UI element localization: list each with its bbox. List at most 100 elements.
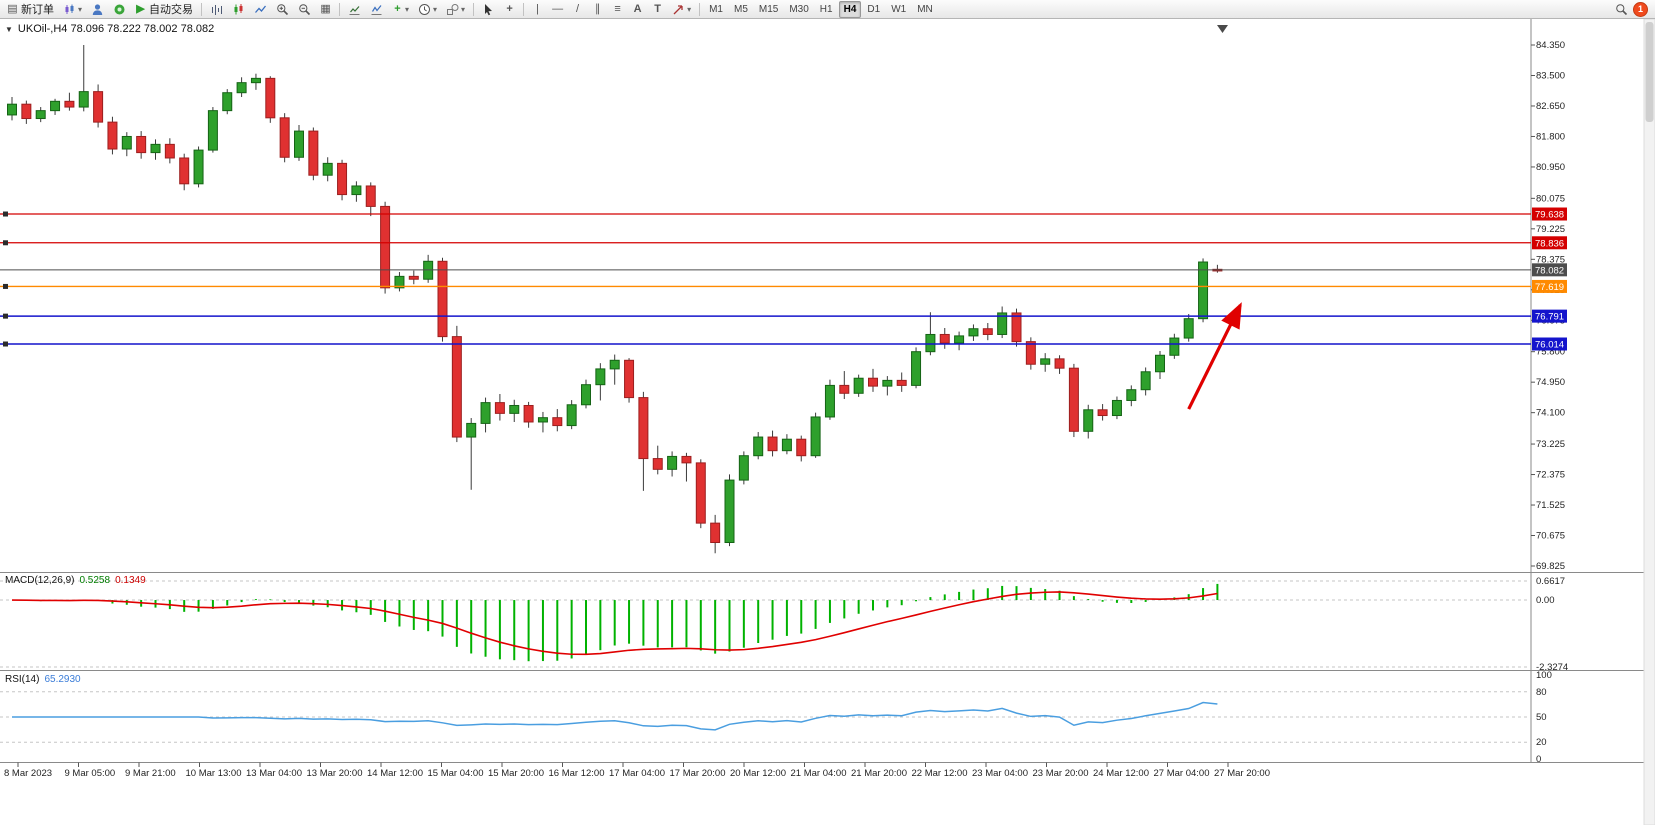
periods-button[interactable]: ▾ [414, 0, 441, 18]
svg-text:17 Mar 20:00: 17 Mar 20:00 [670, 768, 726, 779]
horizontal-line-icon: — [552, 2, 564, 15]
svg-text:23 Mar 04:00: 23 Mar 04:00 [972, 768, 1028, 779]
svg-text:21 Mar 04:00: 21 Mar 04:00 [791, 768, 847, 779]
templates-button[interactable] [366, 0, 387, 18]
candlestick-chart-button[interactable] [228, 0, 249, 18]
svg-text:27 Mar 20:00: 27 Mar 20:00 [1214, 768, 1270, 779]
profile-icon [92, 3, 103, 15]
svg-text:74.950: 74.950 [1536, 377, 1565, 388]
vertical-line-button[interactable]: | [528, 0, 547, 18]
candles [7, 45, 1223, 554]
svg-text:69.825: 69.825 [1536, 561, 1565, 572]
svg-text:78.836: 78.836 [1535, 238, 1564, 249]
toolbar-separator [339, 2, 341, 16]
svg-text:80: 80 [1536, 687, 1547, 698]
objects-dropdown-icon: ▾ [461, 4, 466, 14]
svg-text:27 Mar 04:00: 27 Mar 04:00 [1154, 768, 1210, 779]
svg-text:50: 50 [1536, 712, 1547, 723]
candlestick-icon [234, 3, 243, 14]
cursor-icon [485, 3, 493, 15]
timeframe-mn[interactable]: MN [917, 3, 933, 15]
profiles-button[interactable] [87, 0, 108, 18]
timeframe-h1[interactable]: H1 [819, 3, 833, 15]
scrollbar[interactable] [1643, 19, 1655, 825]
market-watch-icon [114, 4, 125, 14]
new-chart-dropdown-icon: ▾ [78, 4, 83, 14]
text-label-button[interactable]: T [648, 0, 667, 18]
svg-text:80.950: 80.950 [1536, 162, 1565, 173]
zoom-in-icon [277, 3, 289, 15]
autotrading-label: 自动交易 [149, 4, 194, 16]
svg-text:8 Mar 2023: 8 Mar 2023 [4, 768, 52, 779]
tile-windows-button[interactable]: ▦ [316, 0, 335, 18]
arrow-tool-icon [673, 4, 683, 14]
tile-windows-icon: ▦ [320, 2, 331, 15]
svg-text:20: 20 [1536, 737, 1547, 748]
svg-text:15 Mar 20:00: 15 Mar 20:00 [488, 768, 544, 779]
svg-text:0: 0 [1536, 754, 1541, 765]
timeframe-m5[interactable]: M5 [733, 3, 748, 15]
macd-panel: 0.6617 0.00 -2.3274 [0, 576, 1568, 673]
svg-text:77.619: 77.619 [1535, 282, 1564, 293]
indicators-icon [349, 5, 360, 15]
templates-icon [371, 4, 382, 15]
svg-text:13 Mar 20:00: 13 Mar 20:00 [307, 768, 363, 779]
new-order-button[interactable]: ▤ 新订单 [3, 0, 58, 18]
periods-dropdown-icon: ▾ [433, 4, 438, 14]
trendline-button[interactable]: / [568, 0, 587, 18]
new-chart-icon [65, 4, 74, 14]
indicators-button[interactable] [344, 0, 365, 18]
new-chart-button[interactable]: ▾ [59, 0, 86, 18]
svg-text:9 Mar 21:00: 9 Mar 21:00 [125, 768, 176, 779]
add-indicator-plus-icon: + [394, 2, 401, 15]
trend-arrow [1187, 302, 1242, 410]
timeframe-m15[interactable]: M15 [758, 3, 779, 15]
time-axis: 8 Mar 2023 9 Mar 05:00 9 Mar 21:00 10 Mar 1… [4, 762, 1270, 779]
svg-text:24 Mar 12:00: 24 Mar 12:00 [1093, 768, 1149, 779]
text-tool-icon: A [633, 2, 642, 15]
svg-text:-2.3274: -2.3274 [1536, 662, 1568, 673]
toolbar: ▤ 新订单 ▾ ▶ 自动交易 [0, 0, 1655, 19]
svg-text:81.800: 81.800 [1536, 131, 1565, 142]
channel-icon: ∥ [594, 2, 601, 15]
search-icon[interactable] [1615, 3, 1628, 16]
svg-text:14 Mar 12:00: 14 Mar 12:00 [367, 768, 423, 779]
svg-text:79.638: 79.638 [1535, 210, 1564, 221]
svg-text:84.350: 84.350 [1536, 40, 1565, 51]
arrows-button[interactable]: ▾ [668, 0, 695, 18]
notification-badge[interactable]: 1 [1633, 1, 1648, 17]
add-indicator-button[interactable]: + ▾ [388, 0, 413, 18]
autotrading-play-icon: ▶ [136, 2, 145, 15]
svg-text:10 Mar 13:00: 10 Mar 13:00 [186, 768, 242, 779]
text-button[interactable]: A [628, 0, 647, 18]
timeframe-m1[interactable]: M1 [709, 3, 723, 15]
crosshair-button[interactable]: + [500, 0, 519, 18]
autotrading-button[interactable]: ▶ 自动交易 [131, 0, 197, 18]
arrows-dropdown-icon: ▾ [687, 4, 692, 14]
svg-text:74.100: 74.100 [1536, 408, 1565, 419]
market-watch-button[interactable] [109, 0, 130, 18]
cursor-button[interactable] [478, 0, 499, 18]
price-chart[interactable]: 84.350 83.500 82.650 81.800 80.950 80.075 79.2… [0, 19, 1655, 825]
zoom-out-button[interactable] [294, 0, 315, 18]
line-chart-button[interactable] [250, 0, 271, 18]
price-axis: 84.350 83.500 82.650 81.800 80.950 80.075 79.2… [1531, 40, 1567, 572]
timeframe-w1[interactable]: W1 [891, 3, 907, 15]
clock-icon [419, 3, 431, 15]
shapes-icon [447, 3, 459, 15]
fibonacci-button[interactable]: ≡ [608, 0, 627, 18]
vertical-line-icon: | [536, 2, 539, 15]
timeframe-h4[interactable]: H4 [838, 0, 862, 18]
bar-chart-button[interactable] [206, 0, 227, 18]
horizontal-line-button[interactable]: — [548, 0, 567, 18]
timeframe-d1[interactable]: D1 [867, 3, 881, 15]
zoom-in-button[interactable] [272, 0, 293, 18]
objects-button[interactable]: ▾ [442, 0, 469, 18]
svg-text:0.6617: 0.6617 [1536, 576, 1565, 587]
svg-text:70.675: 70.675 [1536, 531, 1565, 542]
timeframe-m30[interactable]: M30 [789, 3, 809, 15]
channel-button[interactable]: ∥ [588, 0, 607, 18]
svg-text:0.00: 0.00 [1536, 595, 1555, 606]
svg-text:83.500: 83.500 [1536, 70, 1565, 81]
